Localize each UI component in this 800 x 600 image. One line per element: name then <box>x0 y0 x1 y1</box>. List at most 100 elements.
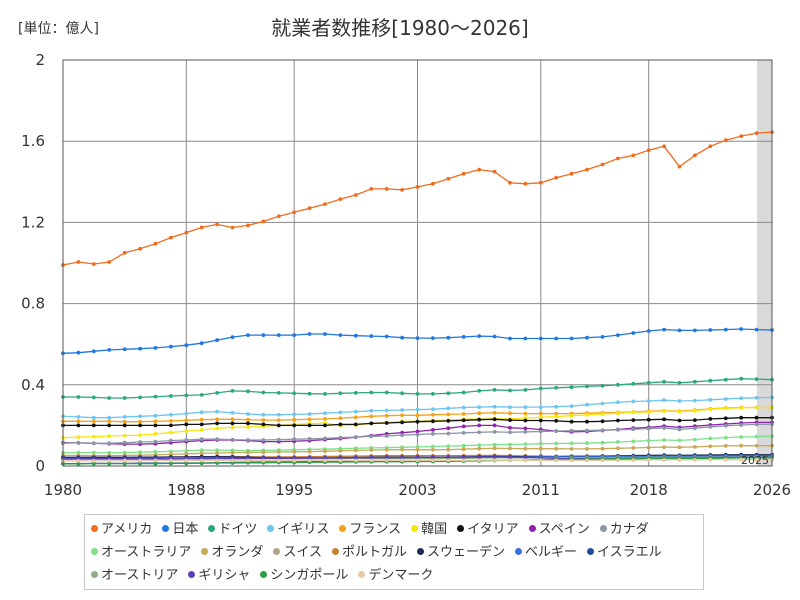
legend-marker <box>599 525 607 532</box>
data-point <box>276 214 281 219</box>
data-point <box>554 429 559 433</box>
data-point <box>585 167 589 172</box>
legend-item: イギリス <box>267 519 329 541</box>
data-point <box>446 412 451 417</box>
data-point <box>754 395 759 400</box>
data-point <box>107 450 112 455</box>
data-point <box>446 455 451 460</box>
data-point <box>492 410 497 415</box>
data-point <box>646 438 651 443</box>
legend-marker <box>457 525 465 532</box>
data-point <box>708 436 713 441</box>
data-point <box>369 408 374 413</box>
data-point <box>138 458 143 463</box>
data-point <box>616 400 620 405</box>
data-point <box>307 206 312 211</box>
data-point <box>492 169 497 174</box>
data-point <box>138 414 143 419</box>
data-point <box>400 413 404 418</box>
data-point <box>693 418 697 422</box>
data-point <box>107 461 112 466</box>
data-point <box>662 379 666 384</box>
data-point <box>477 430 482 435</box>
data-point <box>323 202 327 207</box>
data-point <box>76 419 81 424</box>
data-point <box>523 418 528 423</box>
data-point <box>415 458 420 463</box>
legend-marker <box>91 548 98 555</box>
data-point <box>261 418 266 422</box>
data-point <box>723 444 728 448</box>
legend-item: スイス <box>273 542 322 564</box>
data-point <box>739 327 744 331</box>
data-point <box>107 415 112 420</box>
data-point <box>246 333 250 337</box>
data-point <box>508 430 512 435</box>
data-point <box>646 399 651 403</box>
data-point <box>107 396 112 400</box>
data-point <box>261 412 266 417</box>
data-point <box>508 405 512 409</box>
data-point <box>323 332 327 336</box>
data-point <box>384 390 389 395</box>
data-point <box>523 455 528 460</box>
data-point <box>169 412 173 417</box>
legend-label: イタリア <box>467 522 519 537</box>
data-point <box>76 435 81 440</box>
data-point <box>739 443 744 448</box>
data-point <box>585 441 589 445</box>
data-point <box>91 415 96 420</box>
data-point <box>646 458 651 462</box>
legend-item: スウェーデン <box>417 542 505 564</box>
data-point <box>554 458 559 463</box>
data-point <box>677 409 682 414</box>
data-point <box>677 164 682 169</box>
data-point <box>523 405 528 409</box>
data-point <box>338 435 343 440</box>
data-point <box>415 407 420 412</box>
data-point <box>723 327 728 332</box>
data-point <box>431 458 435 463</box>
data-point <box>307 449 312 454</box>
series-3 <box>61 395 774 420</box>
series-2 <box>61 376 774 400</box>
data-point <box>91 434 96 439</box>
data-point <box>646 445 651 450</box>
data-point <box>415 392 420 396</box>
data-point <box>323 436 327 441</box>
data-point <box>461 424 466 429</box>
data-point <box>446 419 451 423</box>
data-point <box>754 405 759 410</box>
data-point <box>184 451 189 456</box>
data-point <box>292 417 297 422</box>
data-point <box>477 411 482 416</box>
data-point <box>693 458 697 462</box>
data-point <box>600 440 605 445</box>
data-point <box>477 389 482 393</box>
data-point <box>261 390 266 395</box>
data-point <box>662 445 666 449</box>
data-point <box>415 429 420 434</box>
data-point <box>91 461 96 466</box>
data-point <box>276 412 281 417</box>
data-point <box>600 383 605 388</box>
data-point <box>677 418 682 423</box>
data-point <box>677 458 682 462</box>
data-point <box>400 455 404 460</box>
data-point <box>569 458 574 463</box>
data-point <box>276 458 281 463</box>
forecast-band <box>757 60 772 466</box>
data-point <box>616 418 620 423</box>
data-point <box>508 458 512 463</box>
data-point <box>353 193 358 197</box>
legend-label: ポルトガル <box>342 545 408 560</box>
data-point <box>492 334 497 339</box>
data-point <box>538 429 543 434</box>
legend-marker <box>162 525 170 532</box>
data-point <box>215 451 220 455</box>
data-point <box>76 350 81 355</box>
data-point <box>538 180 543 185</box>
data-point <box>276 333 281 337</box>
legend-item: オーストラリア <box>91 542 191 564</box>
data-point <box>677 438 682 443</box>
